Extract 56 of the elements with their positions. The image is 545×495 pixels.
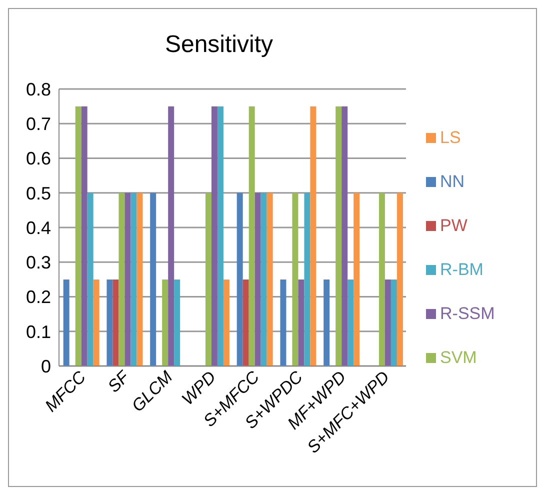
bar	[280, 279, 286, 366]
bar	[106, 279, 113, 366]
bar	[336, 106, 342, 366]
y-tick-label: 0.7	[26, 114, 51, 134]
legend-label: R-SSM	[440, 304, 495, 322]
bar	[236, 192, 243, 366]
bar	[223, 279, 230, 366]
bar	[136, 192, 143, 366]
bar	[162, 279, 168, 366]
y-tick-label: 0	[40, 356, 51, 376]
bar	[217, 106, 224, 366]
bar	[81, 106, 88, 366]
bar	[130, 192, 137, 366]
legend-label: LS	[440, 128, 461, 146]
bar	[118, 192, 125, 366]
legend-label: PW	[440, 216, 468, 234]
bar	[342, 106, 348, 366]
bar	[260, 192, 267, 366]
bar	[87, 192, 94, 366]
bar	[150, 192, 156, 366]
bar	[63, 279, 70, 366]
bar	[211, 106, 218, 366]
bar	[93, 279, 100, 366]
bar	[124, 192, 131, 366]
y-tick-label: 0.4	[26, 218, 51, 238]
bar	[378, 192, 385, 366]
bar	[254, 192, 261, 366]
bar	[242, 279, 249, 366]
bar	[384, 279, 391, 366]
bar	[266, 192, 273, 366]
bar	[324, 279, 330, 366]
bar	[292, 192, 298, 366]
y-tick-label: 0.1	[26, 322, 51, 342]
bar	[390, 279, 397, 366]
bar	[75, 106, 82, 366]
bar	[304, 192, 310, 366]
bar	[205, 192, 212, 366]
bar	[348, 279, 354, 366]
bar	[310, 106, 316, 366]
bar	[168, 106, 174, 366]
legend-label: NN	[440, 172, 465, 190]
bar	[298, 279, 304, 366]
bar	[174, 279, 180, 366]
bar	[396, 192, 403, 366]
y-tick-label: 0.6	[26, 148, 51, 169]
x-tick-label: SF	[104, 366, 134, 396]
bar	[248, 106, 255, 366]
chart-title: Sensitivity	[164, 31, 274, 59]
y-tick-label: 0.8	[26, 79, 51, 100]
legend-label: SVM	[440, 348, 477, 366]
y-tick-label: 0.2	[26, 287, 51, 308]
bar	[112, 279, 119, 366]
y-tick-label: 0.5	[26, 183, 51, 204]
legend-label: R-BM	[440, 260, 484, 278]
bar	[354, 192, 360, 366]
y-tick-label: 0.3	[26, 252, 51, 273]
